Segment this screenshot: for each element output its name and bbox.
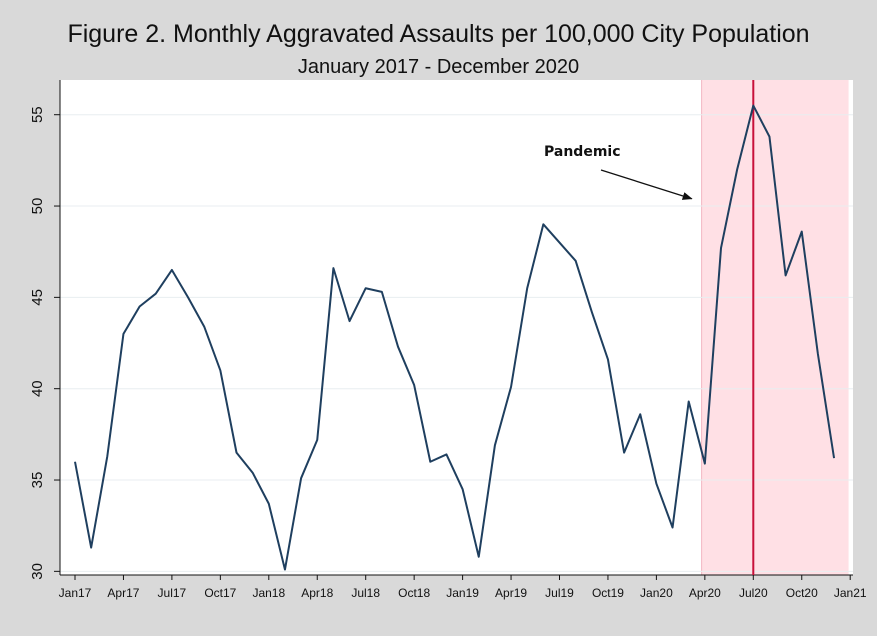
y-tick-label: 55 [29,106,46,123]
data-point [300,477,303,480]
data-point [316,438,319,441]
x-tick-label: Jul20 [739,586,768,600]
y-tick-label: 35 [29,472,46,489]
annotation-label: Pandemic [544,144,621,160]
chart-subtitle: January 2017 - December 2020 [297,56,580,78]
x-tick-label: Jan17 [59,586,92,600]
data-point [526,287,529,290]
data-point [235,451,238,454]
chart-title: Figure 2. Monthly Aggravated Assaults pe… [67,20,810,48]
data-point [364,287,367,290]
annotation-arrow [600,169,693,200]
data-point [219,369,222,372]
x-tick-label: Apr19 [495,586,527,600]
data-point [703,462,706,465]
y-tick-label: 30 [29,563,46,580]
x-tick-label: Oct18 [398,586,430,600]
data-point [493,444,496,447]
data-point [784,274,787,277]
data-point [623,451,626,454]
y-tick-label: 45 [29,289,46,306]
data-point [542,223,545,226]
data-point [510,385,513,388]
data-point [606,358,609,361]
data-point [655,482,658,485]
data-point [283,568,286,571]
x-tick-label: Apr20 [689,586,721,600]
x-tick-label: Jul18 [351,586,380,600]
data-point [816,352,819,355]
data-point [687,400,690,403]
data-point [122,332,125,335]
x-tick-label: Oct20 [786,586,818,600]
data-point [671,526,674,529]
data-point [267,502,270,505]
pandemic-shaded-region [701,80,849,575]
x-tick-label: Jul17 [158,586,187,600]
data-point [332,267,335,270]
data-point [736,168,739,171]
series-line-aggravated-assaults [74,104,836,571]
x-tick-label: Oct19 [592,586,624,600]
y-tick-label: 50 [29,198,46,215]
data-point [429,460,432,463]
data-point [574,259,577,262]
data-point [477,555,480,558]
x-tick-label: Apr17 [107,586,139,600]
data-point [445,453,448,456]
data-point [752,104,755,107]
data-point [720,247,723,250]
data-point [170,268,173,271]
x-tick-label: Jan20 [640,586,673,600]
data-point [203,325,206,328]
data-point [106,455,109,458]
data-point [251,471,254,474]
x-tick-label: Jan18 [252,586,285,600]
x-tick-label: Jul19 [545,586,574,600]
x-tick-label: Apr18 [301,586,333,600]
data-point [74,460,77,463]
data-point [639,413,642,416]
x-tick-label: Jan21 [834,586,867,600]
y-tick-label: 40 [29,380,46,397]
data-point [154,292,157,295]
data-point [90,546,93,549]
data-point [138,305,141,308]
data-point [187,296,190,299]
data-point [800,230,803,233]
data-point [461,488,464,491]
data-point [348,320,351,323]
data-point [833,457,836,460]
data-point [380,290,383,293]
data-point [413,384,416,387]
data-point [397,345,400,348]
data-point [768,135,771,138]
x-tick-label: Jan19 [446,586,479,600]
data-point [590,310,593,313]
data-point [558,241,561,244]
x-tick-label: Oct17 [204,586,236,600]
